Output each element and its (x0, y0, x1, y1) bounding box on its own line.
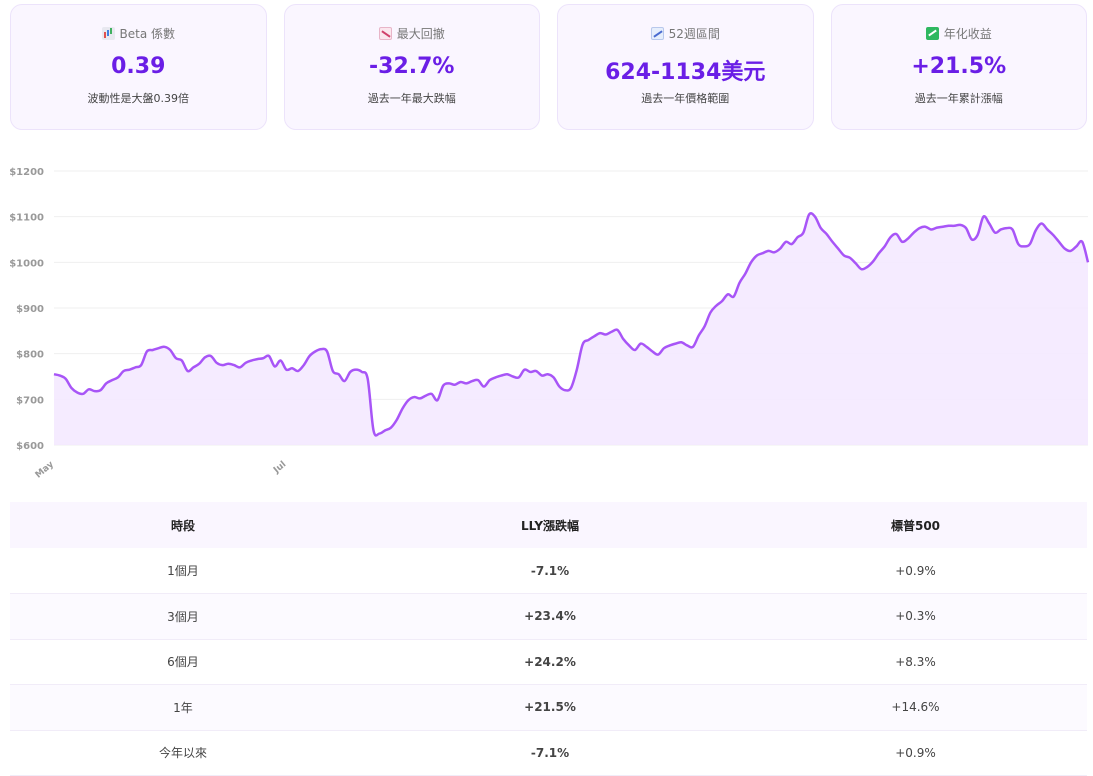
52-week-range-label-text: 52週區間 (668, 26, 720, 41)
table-row: 3個月 +23.4% +0.3% (10, 593, 1087, 640)
price-chart-svg: $600 $700 $800 $900 $1000 $1100 $1200 May Jul (9, 167, 1090, 481)
annual-return-desc: 過去一年累計漲幅 (914, 92, 1003, 105)
max-drawdown-value: -32.7% (369, 54, 455, 79)
performance-table: 時段 LLY漲跌幅 標普500 1個月 -7.1% +0.9% 3個月 +23.… (10, 502, 1087, 776)
price-line (53, 212, 1090, 437)
x-tick-label: May (34, 460, 56, 481)
lly-change-cell: +23.4% (356, 593, 744, 640)
sp500-change-cell: +0.9% (744, 548, 1087, 594)
sp500-change-cell: +0.9% (744, 730, 1087, 776)
52-week-range-card: 52週區間 624-1134美元 過去一年價格範圍 (557, 4, 814, 130)
chart-increasing-icon (650, 26, 664, 40)
period-cell: 1個月 (10, 548, 356, 594)
table-row: 今年以來 -7.1% +0.9% (10, 730, 1087, 776)
price-area (54, 213, 1088, 445)
sp500-change-cell: +8.3% (744, 639, 1087, 685)
y-tick-label: $800 (16, 350, 44, 361)
header-sp500: 標普500 (744, 502, 1087, 548)
annual-return-label-text: 年化收益 (943, 26, 992, 41)
sp500-change-cell: +0.3% (744, 593, 1087, 640)
table-header-row: 時段 LLY漲跌幅 標普500 (10, 502, 1087, 548)
header-lly-change: LLY漲跌幅 (356, 502, 744, 548)
beta-value: 0.39 (111, 54, 166, 79)
period-cell: 3個月 (10, 593, 356, 640)
table-row: 1個月 -7.1% +0.9% (10, 548, 1087, 594)
max-drawdown-desc: 過去一年最大跌幅 (367, 92, 456, 105)
chart-decreasing-icon (378, 26, 392, 40)
annual-return-card: 年化收益 +21.5% 過去一年累計漲幅 (830, 4, 1087, 130)
lly-change-cell: -7.1% (356, 548, 744, 594)
table-row: 6個月 +24.2% +8.3% (10, 639, 1087, 685)
y-tick-label: $1000 (9, 258, 44, 269)
annual-return-card-label: 年化收益 (925, 25, 992, 41)
y-tick-label: $900 (16, 304, 44, 315)
max-drawdown-card-label: 最大回撤 (378, 25, 445, 41)
bar-chart-icon (101, 26, 115, 40)
beta-card: Beta 係數 0.39 波動性是大盤0.39倍 (10, 4, 267, 130)
max-drawdown-label-text: 最大回撤 (396, 26, 445, 41)
table-row: 1年 +21.5% +14.6% (10, 684, 1087, 731)
x-tick-label: Jul (271, 460, 288, 477)
period-cell: 今年以來 (10, 730, 356, 776)
metric-cards: Beta 係數 0.39 波動性是大盤0.39倍 最大回撤 -32.7% 過去一… (10, 4, 1087, 130)
annual-return-value: +21.5% (911, 54, 1007, 79)
y-tick-label: $1100 (9, 213, 44, 224)
lly-change-cell: +24.2% (356, 639, 744, 685)
52-week-range-desc: 過去一年價格範圍 (641, 92, 730, 105)
max-drawdown-card: 最大回撤 -32.7% 過去一年最大跌幅 (283, 4, 540, 130)
sp500-change-cell: +14.6% (744, 684, 1087, 731)
lly-change-cell: -7.1% (356, 730, 744, 776)
period-cell: 6個月 (10, 639, 356, 685)
y-tick-label: $1200 (9, 167, 44, 178)
price-chart: $600 $700 $800 $900 $1000 $1100 $1200 May Jul (0, 150, 1093, 490)
chart-up-green-icon (925, 26, 939, 40)
lly-change-cell: +21.5% (356, 684, 744, 731)
y-tick-label: $600 (16, 441, 44, 452)
y-tick-label: $700 (16, 395, 44, 406)
beta-desc: 波動性是大盤0.39倍 (87, 92, 190, 105)
header-period: 時段 (10, 502, 356, 548)
52-week-range-value: 624-1134美元 (605, 60, 766, 85)
52-week-range-card-label: 52週區間 (650, 25, 720, 41)
beta-card-label: Beta 係數 (101, 25, 176, 41)
period-cell: 1年 (10, 684, 356, 731)
beta-label-text: Beta 係數 (119, 26, 176, 41)
